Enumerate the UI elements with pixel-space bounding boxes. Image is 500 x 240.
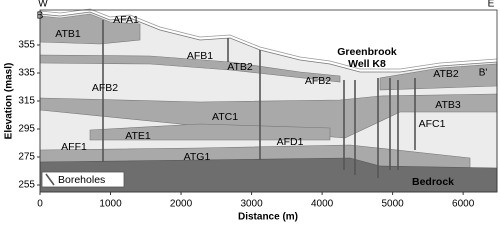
unit-label: ATG1 <box>184 151 211 163</box>
legend-box <box>41 171 125 188</box>
y-axis-title: Elevation (masl) <box>4 63 15 140</box>
unit-label: AFB2 <box>92 82 118 94</box>
unit-label: ATE1 <box>125 130 151 142</box>
x-axis-title: Distance (m) <box>238 212 298 223</box>
x-tick-label: 1000 <box>99 199 122 210</box>
x-tick-label: 4000 <box>311 199 334 210</box>
y-tick-label: 355 <box>18 40 35 51</box>
well-label: Well K8 <box>348 58 386 70</box>
unit-label: ATC1 <box>212 111 238 123</box>
section-end-label: B <box>37 11 44 22</box>
layers <box>39 8 498 193</box>
unit-label: AFC1 <box>419 118 446 130</box>
x-tick-label: 6000 <box>452 199 475 210</box>
unit-label: AFA1 <box>113 14 139 26</box>
layer <box>39 13 141 45</box>
unit-label: AFD1 <box>277 136 304 148</box>
surface-line <box>39 8 498 70</box>
x-tick-label: 5000 <box>381 199 404 210</box>
y-tick-label: 315 <box>18 96 35 107</box>
chart: Boreholes Distance (m) Elevation (masl) … <box>4 0 498 223</box>
unit-label: AFB1 <box>187 50 213 62</box>
compass-label: E <box>488 0 495 10</box>
unit-label: ATB3 <box>435 99 461 111</box>
layer <box>89 123 331 141</box>
unit-label: AFB2 <box>305 75 331 87</box>
unit-label: ATB2 <box>433 68 459 80</box>
unit-label: Bedrock <box>412 176 454 188</box>
y-tick-label: 275 <box>18 152 35 163</box>
unit-label: ATB2 <box>227 61 253 73</box>
well-label: Greenbrook <box>337 46 397 58</box>
x-tick-label: 3000 <box>240 199 263 210</box>
y-tick-label: 255 <box>18 180 35 191</box>
section-end-label: B' <box>479 68 488 79</box>
compass-label: W <box>38 0 48 10</box>
y-tick-label: 335 <box>18 68 35 79</box>
layer <box>39 54 341 83</box>
legend-label: Boreholes <box>58 174 105 186</box>
x-tick-label: 0 <box>37 199 43 210</box>
y-tick-label: 295 <box>18 124 35 135</box>
legend-icon <box>45 173 55 186</box>
unit-label: AFF1 <box>61 141 87 153</box>
boreholes <box>102 20 416 178</box>
unit-label: ATB1 <box>55 28 81 40</box>
x-tick-label: 2000 <box>170 199 193 210</box>
